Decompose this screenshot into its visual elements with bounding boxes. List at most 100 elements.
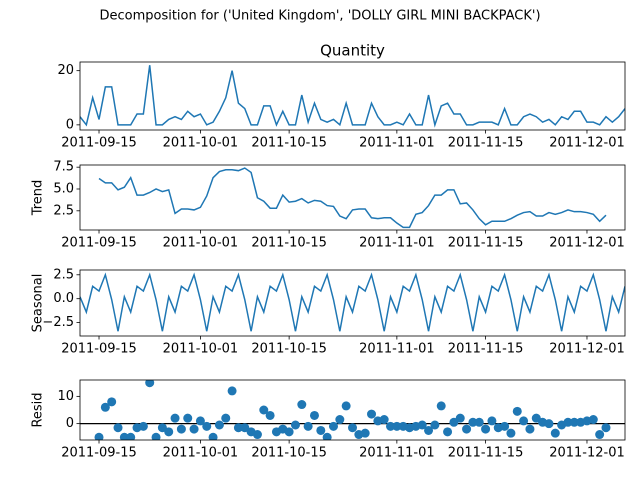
x-tick-label: 2011-12-01 [549, 446, 625, 461]
x-tick-label: 2011-12-01 [549, 342, 625, 357]
x-tick-label: 2011-11-01 [359, 236, 435, 251]
data-point [151, 432, 161, 440]
y-tick-label: 20 [57, 63, 74, 78]
data-point [265, 410, 275, 420]
x-tick-label: 2011-10-15 [251, 136, 327, 151]
x-tick-label: 2011-12-01 [549, 236, 625, 251]
data-point [487, 416, 497, 426]
y-tick-label: 7.5 [53, 160, 74, 175]
data-point [284, 427, 294, 437]
figure-title: Decomposition for ('United Kingdom', 'DO… [99, 9, 540, 24]
data-point [94, 432, 104, 440]
data-point [525, 424, 535, 434]
data-point [348, 423, 357, 433]
data-point [595, 430, 605, 440]
x-tick-label: 2011-11-15 [448, 136, 524, 151]
data-point [202, 421, 212, 431]
data-point [221, 413, 231, 423]
data-point [360, 428, 370, 438]
data-line [98, 167, 607, 229]
data-point [233, 423, 243, 433]
y-tick-label: 0 [66, 416, 74, 431]
data-point [519, 416, 529, 426]
data-point [443, 427, 453, 437]
x-tick-label: 2011-10-01 [163, 236, 239, 251]
data-point [107, 397, 117, 407]
data-point [126, 432, 136, 440]
data-point [569, 417, 579, 427]
data-line [80, 272, 625, 332]
data-point [512, 406, 522, 416]
x-tick-label: 2011-11-15 [448, 342, 524, 357]
data-point [430, 420, 440, 430]
data-point [322, 432, 332, 440]
data-point [113, 423, 123, 433]
data-point [138, 421, 148, 431]
data-point [170, 413, 180, 423]
data-point [436, 401, 446, 411]
data-point [252, 430, 262, 440]
x-tick-label: 2011-11-01 [359, 446, 435, 461]
data-point [367, 409, 377, 419]
data-point [100, 402, 110, 412]
data-point [189, 424, 199, 434]
x-tick-label: 2011-09-15 [61, 136, 137, 151]
data-point [544, 419, 554, 429]
data-point [474, 417, 484, 427]
data-point [468, 417, 478, 427]
x-tick-label: 2011-11-01 [359, 342, 435, 357]
y-tick-label: 2.5 [53, 203, 74, 218]
y-tick-label: 0 [66, 117, 74, 132]
data-point [176, 424, 186, 434]
y-tick-label: −2.5 [42, 315, 74, 330]
data-line [80, 65, 625, 128]
x-tick-label: 2011-10-15 [251, 236, 327, 251]
x-tick-label: 2011-12-01 [549, 136, 625, 151]
data-point [481, 424, 491, 434]
data-point [316, 425, 326, 435]
data-point [214, 420, 224, 430]
x-tick-label: 2011-09-15 [61, 446, 137, 461]
data-point [588, 415, 598, 425]
data-point [341, 401, 351, 411]
data-point [328, 421, 338, 431]
data-point [417, 420, 427, 430]
y-tick-label: 0.0 [53, 291, 74, 306]
x-tick-label: 2011-10-15 [251, 446, 327, 461]
data-point [303, 421, 313, 431]
data-point [290, 420, 300, 430]
data-point [195, 416, 205, 426]
axes-frame [79, 269, 626, 337]
axes-frame [79, 164, 626, 231]
data-point [563, 417, 573, 427]
data-point [227, 386, 237, 396]
x-tick-label: 2011-10-01 [163, 342, 239, 357]
axes-frame [79, 379, 626, 441]
x-tick-label: 2011-09-15 [61, 342, 137, 357]
y-axis-label: Resid [31, 392, 46, 427]
x-tick-label: 2011-09-15 [61, 236, 137, 251]
data-point [386, 421, 396, 431]
x-tick-label: 2011-10-01 [163, 136, 239, 151]
data-point [259, 405, 269, 415]
x-tick-label: 2011-10-01 [163, 446, 239, 461]
data-point [506, 428, 516, 438]
data-point [335, 415, 345, 425]
data-point [183, 413, 193, 423]
data-point [297, 400, 307, 410]
x-tick-label: 2011-11-15 [448, 236, 524, 251]
y-axis-label: Seasonal [31, 274, 46, 333]
y-tick-label: 5.0 [53, 181, 74, 196]
data-point [379, 415, 389, 425]
data-point [208, 432, 218, 440]
y-tick-label: 10 [57, 389, 74, 404]
data-point [462, 424, 472, 434]
data-point [309, 410, 319, 420]
x-tick-label: 2011-11-01 [359, 136, 435, 151]
data-point [601, 423, 611, 433]
data-point [392, 421, 402, 431]
data-point [424, 425, 434, 435]
axes-title: Quantity [320, 42, 385, 60]
x-tick-label: 2011-10-15 [251, 342, 327, 357]
